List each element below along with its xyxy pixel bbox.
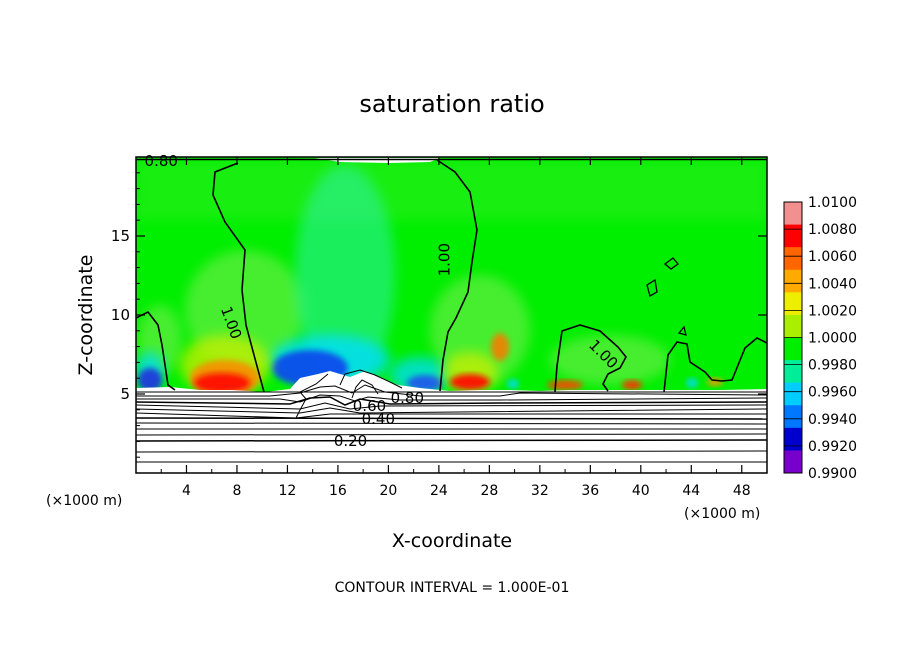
y-tick-label: 15 (111, 227, 130, 245)
contour-label: 0.20 (334, 432, 367, 450)
orange-spot-2 (547, 380, 583, 390)
contour-label: 0.60 (353, 397, 386, 415)
contour-island-3 (677, 325, 687, 336)
blue-zone-3 (407, 375, 443, 391)
colorbar-segment (784, 314, 802, 338)
lower-subsaturated-region (136, 371, 767, 473)
contour-label: 0.80 (145, 152, 178, 170)
x-tick-label: 24 (430, 483, 448, 499)
colorbar-label: 0.9900 (808, 466, 857, 482)
contour-line-1-00-west (212, 162, 265, 393)
contour-line-1-00-far-east (663, 337, 767, 393)
contour-island-1 (663, 257, 679, 270)
contour-label: 0.80 (391, 389, 424, 407)
x-tick-label: 36 (581, 483, 599, 499)
colorbar-label: 0.9960 (808, 385, 857, 401)
colorbar-label: 0.9980 (808, 358, 857, 374)
x-tick-label: 28 (480, 483, 498, 499)
x-tick-label: 20 (379, 483, 397, 499)
contour-line-1-00-east (554, 324, 627, 393)
red-core-1 (194, 373, 250, 393)
y-axis-label: Z-coordinate (75, 255, 97, 376)
colorbar-label: 1.0020 (808, 303, 857, 319)
colorbar-segment (784, 247, 802, 271)
colorbar-segment (784, 202, 802, 226)
contour-line-1-00-central (436, 159, 478, 392)
orange-spot-1 (491, 333, 509, 361)
contour-label: 1.00 (436, 243, 454, 276)
colorbar-segment (784, 360, 802, 384)
colorbar-segment (784, 337, 802, 361)
colorbar-segment (784, 224, 802, 248)
stratified-contour-band (136, 369, 767, 463)
blue-zone-2 (138, 368, 162, 392)
contour-lines (136, 158, 767, 463)
x-tick-label: 12 (279, 483, 297, 499)
contour-line-1-00-left (136, 310, 176, 391)
colorbar-label: 1.0040 (808, 276, 857, 292)
cyan-spot-5 (686, 378, 698, 388)
contour-label: 0.40 (362, 410, 395, 428)
colorbar-segment (784, 382, 802, 406)
x-unit-right: (×1000 m) (684, 506, 760, 522)
colorbar-label: 1.0100 (808, 195, 857, 211)
colorbar-segment (784, 292, 802, 316)
cyan-spot-6 (507, 379, 519, 389)
colorbar-label: 0.9920 (808, 439, 857, 455)
colorbar-segment (784, 450, 802, 474)
x-axis: 4 8 12 16 20 24 28 32 36 40 44 48 (160, 157, 751, 499)
x-axis-label: X-coordinate (392, 530, 512, 552)
y-axis: 5 10 15 (111, 172, 767, 458)
orange-spot-3 (622, 380, 642, 390)
colorbar-label: 1.0000 (808, 331, 857, 347)
heatmap-field (136, 157, 767, 473)
red-core-2 (450, 374, 490, 390)
x-tick-label: 16 (329, 483, 347, 499)
x-unit-left: (×1000 m) (46, 493, 122, 509)
colorbar-label: 1.0080 (808, 222, 857, 238)
chart-title: saturation ratio (359, 90, 544, 118)
colorbar: 1.0100 1.0080 1.0060 1.0040 1.0020 1.0000 0.99… (783, 195, 857, 482)
orange-spot-4 (707, 378, 723, 386)
x-tick-label: 32 (531, 483, 549, 499)
contour-interval-footer: CONTOUR INTERVAL = 1.000E-01 (335, 580, 570, 596)
colorbar-segment (784, 427, 802, 451)
x-tick-label: 44 (682, 483, 700, 499)
light-green-patch-3 (550, 335, 670, 385)
colorbar-segment (784, 269, 802, 293)
y-tick-label: 5 (120, 385, 130, 403)
colorbar-label: 0.9940 (808, 412, 857, 428)
y-tick-label: 10 (111, 306, 130, 324)
colorbar-segment (784, 405, 802, 429)
x-tick-label: 40 (632, 483, 650, 499)
x-tick-label: 48 (733, 483, 751, 499)
cyan-zone-1 (295, 165, 395, 385)
contour-island-2 (646, 278, 658, 297)
x-tick-label: 4 (182, 483, 191, 499)
colorbar-label: 1.0060 (808, 249, 857, 265)
x-tick-label: 8 (232, 483, 241, 499)
